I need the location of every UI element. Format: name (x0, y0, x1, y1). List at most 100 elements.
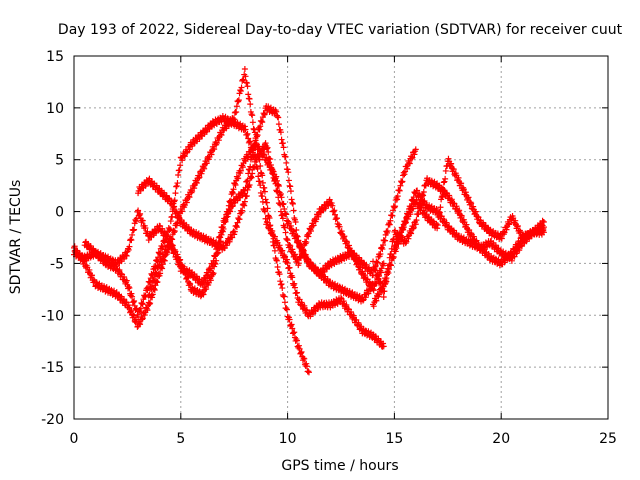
data-point (287, 222, 294, 229)
data-point (222, 218, 229, 225)
data-point (136, 212, 143, 219)
data-point (79, 251, 86, 258)
data-point (440, 186, 447, 193)
data-point (89, 272, 96, 279)
data-point (87, 254, 94, 261)
data-point (472, 208, 479, 215)
data-point (364, 276, 371, 283)
data-point (291, 329, 298, 336)
data-point (170, 204, 177, 211)
x-tick-label: 0 (70, 431, 79, 447)
data-point (186, 146, 193, 153)
data-point (215, 244, 222, 251)
data-point (243, 80, 250, 87)
data-point (235, 175, 242, 182)
data-point (177, 256, 184, 263)
data-point (437, 204, 444, 211)
data-point (281, 293, 288, 300)
data-point (279, 285, 286, 292)
data-point (350, 250, 357, 257)
data-point (363, 261, 370, 268)
data-point (256, 126, 263, 133)
data-point (174, 180, 181, 187)
data-point (173, 208, 180, 215)
data-point (420, 188, 427, 195)
data-point (139, 316, 146, 323)
data-point (163, 249, 170, 256)
data-point (144, 287, 151, 294)
data-point (116, 267, 123, 274)
data-point (273, 187, 280, 194)
data-point (412, 221, 419, 228)
data-point (113, 262, 120, 269)
data-point (279, 201, 286, 208)
data-point (265, 148, 272, 155)
data-point (226, 198, 233, 205)
data-point (261, 208, 268, 215)
data-point (516, 241, 523, 248)
data-point (340, 234, 347, 241)
plot-frame (73, 55, 609, 420)
data-point (406, 159, 413, 166)
data-point (414, 187, 421, 194)
data-point (408, 155, 415, 162)
data-point (455, 208, 462, 215)
data-point (398, 179, 405, 186)
data-point (286, 242, 293, 249)
data-point (137, 187, 144, 194)
data-point (166, 227, 173, 234)
data-point (146, 175, 153, 182)
data-point (244, 130, 251, 137)
data-point (284, 237, 291, 244)
data-point (301, 302, 308, 309)
data-point (328, 200, 335, 207)
data-point (261, 188, 268, 195)
data-point (513, 243, 520, 250)
data-point (289, 199, 296, 206)
data-point (279, 247, 286, 254)
data-point (407, 211, 414, 218)
data-point (282, 153, 289, 160)
data-point (176, 167, 183, 174)
data-point (268, 165, 275, 172)
data-point (297, 350, 304, 357)
data-point (175, 212, 182, 219)
data-point (210, 270, 217, 277)
data-point (243, 178, 250, 185)
data-point (286, 316, 293, 323)
data-point (281, 205, 288, 212)
data-point (278, 281, 285, 288)
data-point (229, 190, 236, 197)
data-point (290, 207, 297, 214)
data-point (185, 224, 192, 231)
data-point (391, 204, 398, 211)
data-point (183, 275, 190, 282)
data-point (338, 294, 344, 301)
data-point (123, 277, 130, 284)
data-point (174, 251, 181, 258)
data-point (396, 187, 403, 194)
data-point (181, 153, 188, 160)
data-point (151, 273, 158, 280)
data-point (161, 229, 168, 236)
data-point (343, 238, 350, 245)
data-point (242, 73, 249, 80)
data-point (186, 194, 193, 201)
data-point (249, 147, 256, 154)
data-point (179, 208, 186, 215)
data-point (142, 224, 149, 231)
data-point (309, 310, 316, 317)
data-point (177, 162, 184, 169)
data-point (394, 196, 401, 203)
data-point (249, 170, 256, 177)
data-point (179, 263, 186, 270)
data-point (242, 126, 249, 133)
data-point (370, 286, 377, 293)
data-point (255, 143, 262, 150)
data-point (456, 207, 463, 214)
data-point (248, 174, 255, 181)
data-point (212, 261, 219, 268)
data-point (241, 123, 248, 130)
data-point (179, 157, 186, 164)
data-point (173, 183, 180, 190)
